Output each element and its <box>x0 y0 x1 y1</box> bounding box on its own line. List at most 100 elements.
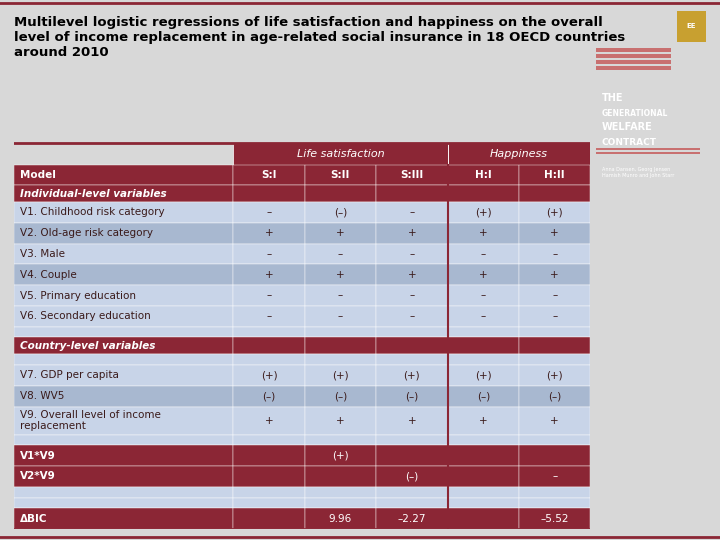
FancyBboxPatch shape <box>376 327 448 338</box>
Bar <box>596 60 671 64</box>
FancyBboxPatch shape <box>305 265 376 285</box>
FancyBboxPatch shape <box>14 354 233 365</box>
FancyBboxPatch shape <box>519 365 590 386</box>
FancyBboxPatch shape <box>305 435 376 446</box>
FancyBboxPatch shape <box>14 487 233 498</box>
FancyBboxPatch shape <box>376 354 448 365</box>
FancyBboxPatch shape <box>305 338 376 354</box>
Text: CONTRACT: CONTRACT <box>602 138 657 147</box>
Text: –: – <box>552 291 557 301</box>
Text: +: + <box>479 270 487 280</box>
Text: (–): (–) <box>334 391 347 401</box>
FancyBboxPatch shape <box>305 165 376 185</box>
FancyBboxPatch shape <box>305 223 376 244</box>
Text: +: + <box>265 270 274 280</box>
Text: S:II: S:II <box>330 170 350 180</box>
FancyBboxPatch shape <box>305 327 376 338</box>
FancyBboxPatch shape <box>305 202 376 223</box>
Text: +: + <box>479 416 487 426</box>
Text: Individual-level variables: Individual-level variables <box>20 188 167 199</box>
FancyBboxPatch shape <box>14 498 233 509</box>
Text: V1*V9: V1*V9 <box>20 451 56 461</box>
FancyBboxPatch shape <box>448 498 519 509</box>
FancyBboxPatch shape <box>233 185 305 202</box>
Text: Model: Model <box>20 170 56 180</box>
Text: –: – <box>481 249 486 259</box>
FancyBboxPatch shape <box>376 306 448 327</box>
FancyBboxPatch shape <box>14 509 233 529</box>
Text: +: + <box>336 228 345 238</box>
FancyBboxPatch shape <box>448 338 519 354</box>
FancyBboxPatch shape <box>519 185 590 202</box>
FancyBboxPatch shape <box>376 498 448 509</box>
FancyBboxPatch shape <box>233 285 305 306</box>
FancyBboxPatch shape <box>448 223 519 244</box>
Text: –: – <box>481 291 486 301</box>
Text: Country-level variables: Country-level variables <box>20 341 156 351</box>
FancyBboxPatch shape <box>519 202 590 223</box>
Text: (+): (+) <box>403 370 420 381</box>
Text: Happiness: Happiness <box>490 148 548 159</box>
FancyBboxPatch shape <box>448 435 519 446</box>
FancyBboxPatch shape <box>519 509 590 529</box>
Bar <box>596 152 700 154</box>
FancyBboxPatch shape <box>519 407 590 435</box>
FancyBboxPatch shape <box>14 446 233 466</box>
Text: –: – <box>409 291 415 301</box>
Text: –: – <box>266 291 271 301</box>
FancyBboxPatch shape <box>376 244 448 265</box>
FancyBboxPatch shape <box>519 435 590 446</box>
Bar <box>596 66 671 70</box>
Text: –: – <box>338 249 343 259</box>
FancyBboxPatch shape <box>14 223 233 244</box>
FancyBboxPatch shape <box>14 265 233 285</box>
Text: V9. Overall level of income
replacement: V9. Overall level of income replacement <box>20 410 161 431</box>
FancyBboxPatch shape <box>519 466 590 487</box>
Text: –: – <box>409 312 415 321</box>
Text: (+): (+) <box>546 207 563 218</box>
FancyBboxPatch shape <box>448 143 590 165</box>
FancyBboxPatch shape <box>233 487 305 498</box>
Text: +: + <box>265 416 274 426</box>
Text: +: + <box>336 416 345 426</box>
FancyBboxPatch shape <box>14 185 233 202</box>
FancyBboxPatch shape <box>14 143 233 165</box>
Text: V5. Primary education: V5. Primary education <box>20 291 136 301</box>
FancyBboxPatch shape <box>448 446 519 466</box>
Text: –: – <box>266 312 271 321</box>
Text: H:I: H:I <box>475 170 492 180</box>
FancyBboxPatch shape <box>305 487 376 498</box>
FancyBboxPatch shape <box>519 446 590 466</box>
Bar <box>677 11 706 42</box>
Text: EE: EE <box>686 23 696 29</box>
Text: –: – <box>552 471 557 482</box>
FancyBboxPatch shape <box>305 498 376 509</box>
FancyBboxPatch shape <box>448 354 519 365</box>
FancyBboxPatch shape <box>305 407 376 435</box>
Text: THE: THE <box>602 93 624 103</box>
FancyBboxPatch shape <box>233 407 305 435</box>
FancyBboxPatch shape <box>376 386 448 407</box>
FancyBboxPatch shape <box>233 446 305 466</box>
FancyBboxPatch shape <box>14 327 233 338</box>
Text: –: – <box>338 291 343 301</box>
Text: (+): (+) <box>261 370 277 381</box>
FancyBboxPatch shape <box>519 306 590 327</box>
Text: (–): (–) <box>405 471 418 482</box>
Text: V7. GDP per capita: V7. GDP per capita <box>20 370 119 381</box>
FancyBboxPatch shape <box>233 498 305 509</box>
Text: S:III: S:III <box>400 170 423 180</box>
FancyBboxPatch shape <box>233 354 305 365</box>
Text: –2.27: –2.27 <box>397 514 426 524</box>
Text: V3. Male: V3. Male <box>20 249 65 259</box>
Text: Multilevel logistic regressions of life satisfaction and happiness on the overal: Multilevel logistic regressions of life … <box>14 16 626 59</box>
FancyBboxPatch shape <box>376 365 448 386</box>
FancyBboxPatch shape <box>14 244 233 265</box>
Text: –: – <box>266 207 271 218</box>
FancyBboxPatch shape <box>376 487 448 498</box>
Text: S:I: S:I <box>261 170 276 180</box>
FancyBboxPatch shape <box>519 354 590 365</box>
Text: –: – <box>552 312 557 321</box>
Text: +: + <box>408 270 416 280</box>
FancyBboxPatch shape <box>376 407 448 435</box>
